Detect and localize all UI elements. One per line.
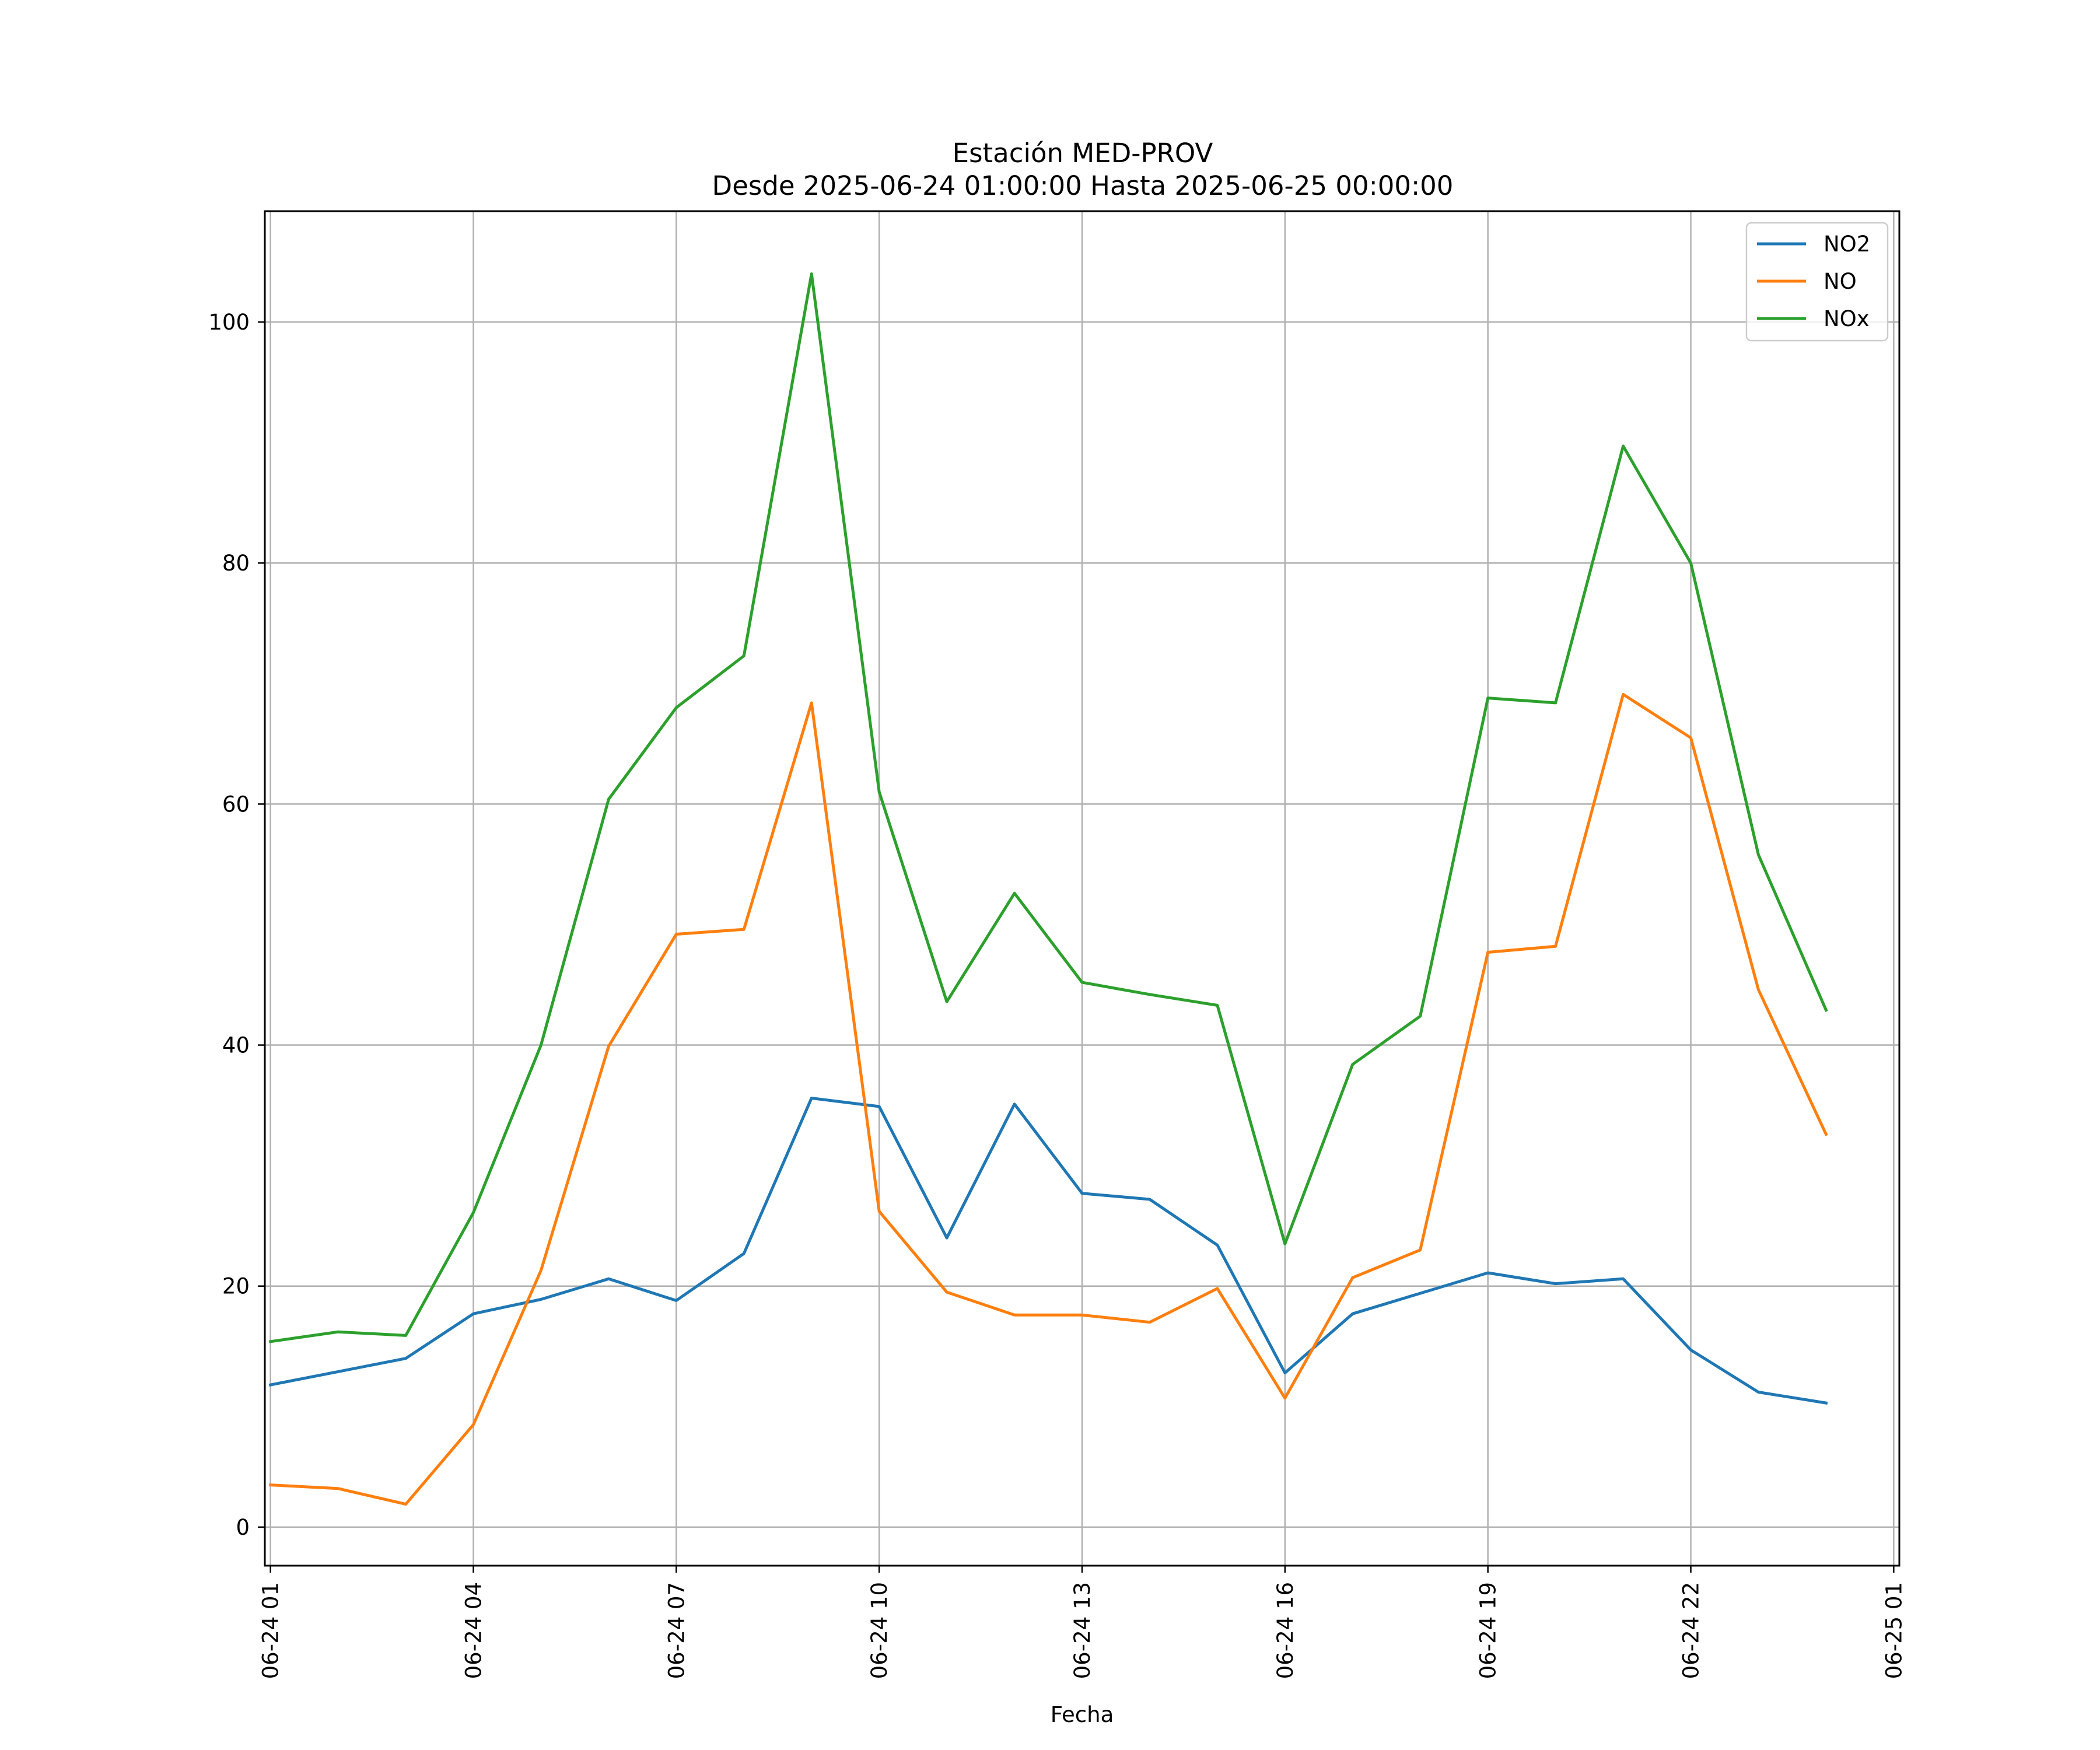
y-tick-label: 20	[222, 1274, 250, 1299]
y-tick-label: 60	[222, 792, 250, 817]
legend-label-no: NO	[1824, 269, 1857, 294]
x-tick-label: 06-24 04	[461, 1582, 486, 1679]
x-tick-label: 06-24 07	[664, 1582, 689, 1679]
series-lines	[268, 272, 1828, 1506]
chart-title: Estación MED-PROV	[953, 138, 1213, 169]
legend: NO2 NO NOx	[1745, 222, 1889, 342]
y-tick-label: 40	[222, 1033, 250, 1058]
x-tick-label: 06-24 01	[258, 1582, 284, 1679]
y-tick-label: 100	[208, 310, 250, 335]
x-axis-label: Fecha	[1051, 1702, 1114, 1727]
series-line-nox	[268, 272, 1828, 1343]
x-tick-label: 06-24 13	[1070, 1582, 1095, 1679]
x-tick-label: 06-24 19	[1476, 1582, 1501, 1679]
series-line-no	[269, 692, 1828, 1506]
series-line-no2	[268, 1097, 1828, 1405]
y-axis-ticks: 0 20 40 60 80 100	[208, 310, 265, 1540]
chart-subtitle: Desde 2025-06-24 01:00:00 Hasta 2025-06-…	[712, 170, 1454, 201]
grid-lines	[265, 211, 1899, 1566]
x-tick-label: 06-24 16	[1273, 1582, 1298, 1679]
x-tick-label: 06-24 22	[1679, 1582, 1704, 1679]
x-tick-label: 06-24 10	[867, 1582, 892, 1679]
legend-label-no2: NO2	[1824, 232, 1870, 257]
legend-label-nox: NOx	[1824, 306, 1870, 331]
x-tick-label: 06-25 01	[1881, 1582, 1906, 1679]
legend-frame	[1745, 222, 1889, 342]
x-axis-ticks: 06-24 01 06-24 04 06-24 07 06-24 10 06-24 13…	[258, 1566, 1906, 1679]
y-tick-label: 80	[222, 551, 250, 576]
y-tick-label: 0	[236, 1515, 250, 1540]
